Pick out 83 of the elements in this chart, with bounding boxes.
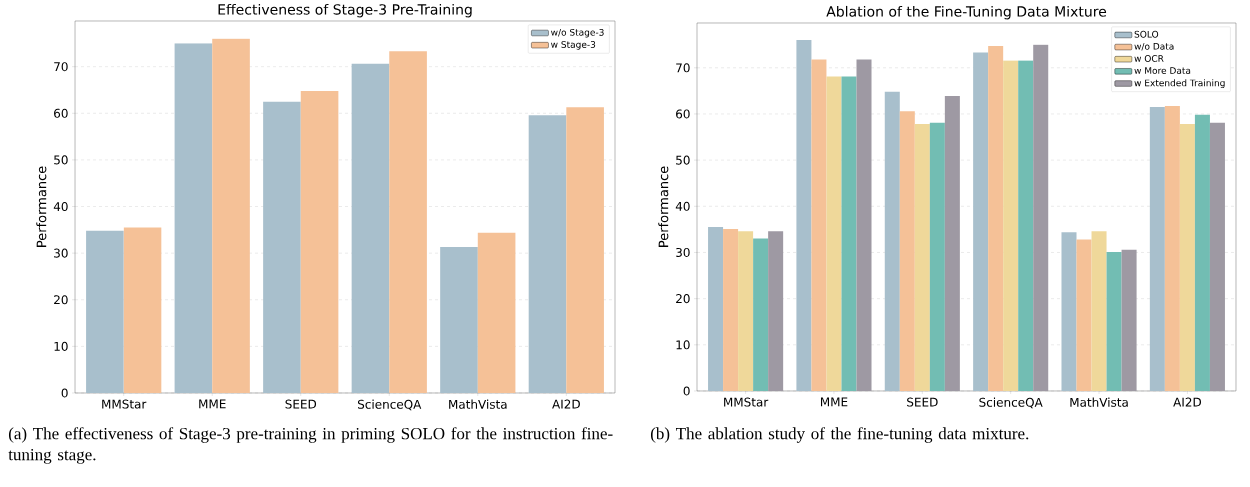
bar — [1149, 107, 1165, 391]
bar — [440, 247, 478, 393]
bar — [1061, 232, 1077, 391]
bar — [1003, 60, 1019, 391]
bar — [477, 232, 516, 393]
bar — [856, 59, 872, 391]
y-tick-label: 0 — [61, 388, 68, 398]
y-tick-label: 20 — [54, 295, 68, 305]
y-axis-title: Performance — [658, 166, 669, 247]
x-tick-label: MME — [199, 399, 226, 409]
x-tick-label: MME — [820, 397, 848, 407]
y-tick-label: 40 — [675, 201, 690, 211]
legend-label: w/o Data — [1134, 43, 1174, 51]
bar — [1033, 44, 1049, 391]
y-tick-label: 30 — [54, 248, 68, 258]
legend-label: w/o Stage-3 — [551, 28, 604, 38]
y-tick-label: 10 — [54, 341, 68, 351]
bar — [528, 115, 567, 393]
y-tick-label: 50 — [54, 155, 68, 165]
legend-label: w Stage-3 — [551, 41, 596, 50]
bar — [1194, 114, 1210, 391]
x-tick-label: AI2D — [552, 399, 580, 409]
bar — [1209, 122, 1225, 391]
y-tick-label: 10 — [676, 340, 690, 350]
bar — [708, 227, 724, 391]
legend-label: w OCR — [1134, 55, 1164, 62]
y-tick-label: 0 — [683, 386, 690, 396]
bar — [212, 38, 250, 393]
bar — [1121, 249, 1137, 391]
y-tick-label: 70 — [54, 62, 68, 72]
bar — [351, 63, 390, 393]
bar — [944, 95, 960, 391]
y-tick-label: 20 — [676, 294, 690, 304]
bar — [929, 122, 945, 391]
bar — [1179, 124, 1195, 391]
bar — [811, 59, 827, 391]
y-tick-label: 40 — [53, 201, 68, 212]
bar — [300, 90, 339, 393]
legend-label: SOLO — [1134, 30, 1159, 38]
bar — [1106, 252, 1122, 391]
text: (a) The effectiveness of Stage-3 pre-training in priming SOLO for the instruction fine-tuning stage. — [8, 427, 613, 464]
x-tick-label: MMStar — [102, 399, 147, 409]
y-tick-label: 60 — [676, 109, 690, 119]
chart-title: Ablation of the Fine-Tuning Data Mixture — [826, 5, 1107, 20]
x-tick-label: SEED — [285, 399, 317, 409]
y-tick-label: 70 — [676, 63, 690, 73]
bar — [753, 238, 769, 391]
bar — [1076, 239, 1092, 391]
text: (b) The ablation study of the fine-tuning data mixture. — [650, 427, 1029, 443]
chart-title: Effectiveness of Stage-3 Pre-Training — [218, 3, 472, 18]
bar — [884, 91, 900, 391]
bar — [826, 76, 842, 391]
bar — [1091, 231, 1107, 391]
bar — [973, 52, 989, 391]
x-tick-label: ScienceQA — [979, 397, 1043, 409]
bar — [988, 46, 1004, 391]
bar — [899, 111, 915, 391]
x-tick-label: MMStar — [724, 397, 769, 407]
y-tick-label: 50 — [676, 155, 690, 165]
bar — [123, 227, 162, 393]
bar — [1164, 106, 1180, 391]
bar — [86, 230, 124, 393]
x-tick-label: SEED — [907, 397, 938, 407]
x-tick-label: MathVista — [1070, 397, 1128, 407]
x-tick-label: ScienceQA — [357, 399, 422, 411]
bar — [738, 231, 754, 391]
bar — [841, 76, 857, 391]
bar — [263, 101, 301, 393]
legend-label: w Extended Training — [1134, 79, 1225, 89]
x-tick-label: AI2D — [1173, 397, 1201, 407]
bar — [566, 107, 604, 393]
bar — [1018, 60, 1034, 391]
legend-label: w More Data — [1134, 67, 1191, 74]
bar — [796, 40, 812, 391]
y-axis-title: Performance — [36, 166, 47, 247]
bar — [768, 231, 784, 391]
bar — [914, 124, 930, 391]
bar — [174, 43, 213, 393]
bar — [389, 51, 427, 393]
y-tick-label: 60 — [54, 108, 68, 118]
bar — [723, 228, 739, 391]
y-tick-label: 30 — [676, 247, 690, 258]
x-tick-label: MathVista — [449, 399, 507, 409]
